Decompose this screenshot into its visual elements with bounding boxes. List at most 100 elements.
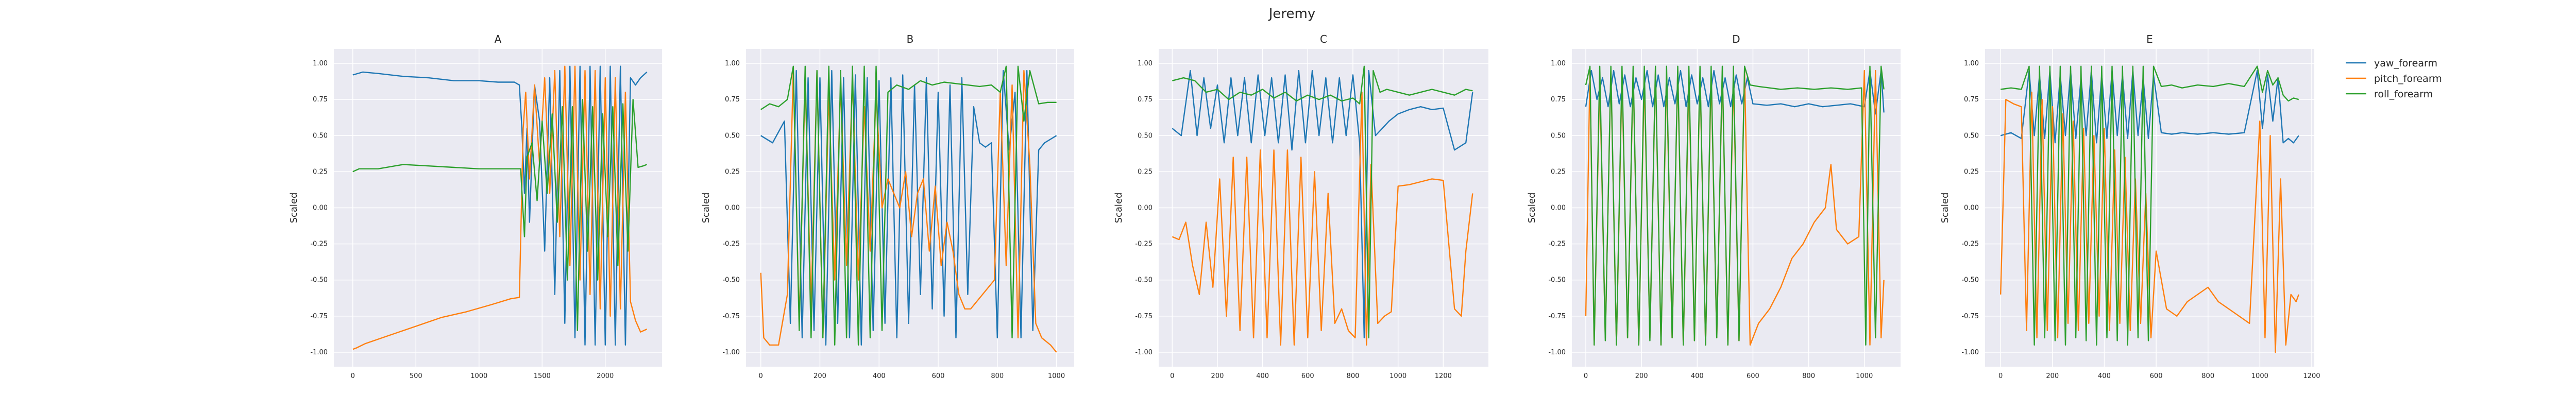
x-tick-label: 200 <box>1211 372 1224 380</box>
legend-item: yaw_forearm <box>2346 58 2437 69</box>
y-tick-label: -0.50 <box>1961 277 1979 284</box>
y-tick-label: 1.00 <box>1138 60 1153 67</box>
y-tick-label: -0.25 <box>1961 241 1979 248</box>
y-tick-label: 0.75 <box>725 96 740 104</box>
x-tick-label: 600 <box>1301 372 1314 380</box>
chart-panels: -1.00 -0.75 -0.50 -0.25 0.00 0.25 0.50 0.75 1.00… <box>289 33 2320 380</box>
panel-title: E <box>2146 33 2153 45</box>
x-tick-label: 400 <box>1691 372 1704 380</box>
y-tick-label: -0.50 <box>1548 277 1566 284</box>
y-axis-label: Scaled <box>1527 193 1537 224</box>
y-tick-label: -0.25 <box>1548 241 1566 248</box>
y-tick-label: 0.75 <box>313 96 328 104</box>
y-tick-label: 0.50 <box>1964 132 1979 140</box>
x-tick-label: 1500 <box>534 372 551 380</box>
legend-label: pitch_forearm <box>2374 73 2442 84</box>
y-axis-label: Scaled <box>289 193 299 224</box>
y-tick-label: -0.25 <box>1135 241 1153 248</box>
y-tick-label: 0.00 <box>1138 204 1153 212</box>
y-tick-label: 0.25 <box>725 168 740 176</box>
chart-panel-d: -1.00 -0.75 -0.50 -0.25 0.00 0.25 0.50 0.75 1.00… <box>1527 33 1901 380</box>
x-tick-label: 0 <box>351 372 355 380</box>
x-tick-label: 800 <box>2201 372 2214 380</box>
y-tick-label: -0.25 <box>722 241 740 248</box>
y-tick-label: -0.50 <box>1135 277 1153 284</box>
series-line-yaw-forearm <box>1585 70 1885 115</box>
y-tick-label: -1.00 <box>1548 349 1566 356</box>
y-tick-label: 1.00 <box>1964 60 1979 67</box>
series-group <box>2000 65 2299 353</box>
chart-panel-b: -1.00 -0.75 -0.50 -0.25 0.00 0.25 0.50 0.75 1.00… <box>701 33 1074 380</box>
x-tick-label: 600 <box>932 372 945 380</box>
chart-panel-a: -1.00 -0.75 -0.50 -0.25 0.00 0.25 0.50 0.75 1.00… <box>289 33 662 380</box>
series-line-yaw-forearm <box>760 70 1057 346</box>
legend-item: pitch_forearm <box>2346 73 2442 84</box>
y-tick-label: -0.50 <box>722 277 740 284</box>
series-line-roll-forearm <box>1172 65 1473 339</box>
panel-title: C <box>1320 33 1327 45</box>
series-line-yaw-forearm <box>352 65 648 346</box>
y-axis-label: Scaled <box>701 193 711 224</box>
y-tick-label: -0.75 <box>1135 313 1153 320</box>
series-line-pitch-forearm <box>2000 91 2299 353</box>
y-tick-label: 0.00 <box>725 204 740 212</box>
x-tick-label: 600 <box>2150 372 2163 380</box>
y-tick-label: 0.75 <box>1138 96 1153 104</box>
x-tick-label: 0 <box>759 372 763 380</box>
x-tick-label: 800 <box>1347 372 1360 380</box>
x-tick-label: 1200 <box>1435 372 1452 380</box>
y-tick-label: -1.00 <box>1135 349 1153 356</box>
y-tick-label: -0.75 <box>1961 313 1979 320</box>
x-tick-label: 0 <box>1170 372 1174 380</box>
y-axis-label: Scaled <box>1113 193 1124 224</box>
y-tick-label: 0.25 <box>1964 168 1979 176</box>
x-tick-label: 1000 <box>1048 372 1065 380</box>
chart-panel-e: -1.00 -0.75 -0.50 -0.25 0.00 0.25 0.50 0.75 1.00… <box>1940 33 2320 380</box>
y-tick-label: -0.75 <box>1548 313 1566 320</box>
y-tick-label: 0.25 <box>1551 168 1566 176</box>
x-tick-label: 400 <box>1256 372 1269 380</box>
x-tick-label: 800 <box>991 372 1004 380</box>
y-tick-label: -0.75 <box>310 313 328 320</box>
panel-title: B <box>907 33 914 45</box>
panel-title: A <box>495 33 502 45</box>
y-tick-label: 1.00 <box>1551 60 1566 67</box>
y-axis-label: Scaled <box>1940 193 1951 224</box>
series-group <box>1585 65 1885 346</box>
series-group <box>760 65 1057 353</box>
y-tick-label: 0.75 <box>1551 96 1566 104</box>
y-tick-label: 0.50 <box>1138 132 1153 140</box>
panel-title: D <box>1732 33 1740 45</box>
chart-panel-c: -1.00 -0.75 -0.50 -0.25 0.00 0.25 0.50 0.75 1.00… <box>1113 33 1488 380</box>
y-tick-label: 0.50 <box>313 132 328 140</box>
x-tick-label: 0 <box>1998 372 2003 380</box>
x-tick-label: 200 <box>1635 372 1648 380</box>
series-line-yaw-forearm <box>1172 70 1473 339</box>
series-group <box>1172 65 1473 346</box>
y-tick-label: -0.25 <box>310 241 328 248</box>
y-tick-label: 0.00 <box>1551 204 1566 212</box>
y-tick-label: 0.00 <box>1964 204 1979 212</box>
x-tick-label: 400 <box>873 372 886 380</box>
legend-label: yaw_forearm <box>2374 58 2437 69</box>
y-tick-label: -1.00 <box>1961 349 1979 356</box>
x-tick-label: 1200 <box>2303 372 2320 380</box>
y-tick-label: 0.50 <box>725 132 740 140</box>
y-tick-label: 0.25 <box>313 168 328 176</box>
y-tick-label: 0.50 <box>1551 132 1566 140</box>
series-line-roll-forearm <box>760 65 1057 346</box>
legend: yaw_forearm pitch_forearm roll_forearm <box>2346 58 2442 100</box>
y-tick-label: -0.75 <box>722 313 740 320</box>
x-tick-label: 2000 <box>597 372 614 380</box>
x-tick-label: 1000 <box>470 372 487 380</box>
series-group <box>352 65 648 350</box>
x-tick-label: 0 <box>1584 372 1588 380</box>
series-line-roll-forearm <box>2001 65 2299 346</box>
y-tick-label: 0.00 <box>313 204 328 212</box>
y-tick-label: 1.00 <box>313 60 328 67</box>
series-line-roll-forearm <box>352 98 648 332</box>
y-tick-label: 0.75 <box>1964 96 1979 104</box>
figure-title: Jeremy <box>1268 6 1316 22</box>
x-tick-label: 400 <box>2098 372 2111 380</box>
x-tick-label: 200 <box>814 372 826 380</box>
